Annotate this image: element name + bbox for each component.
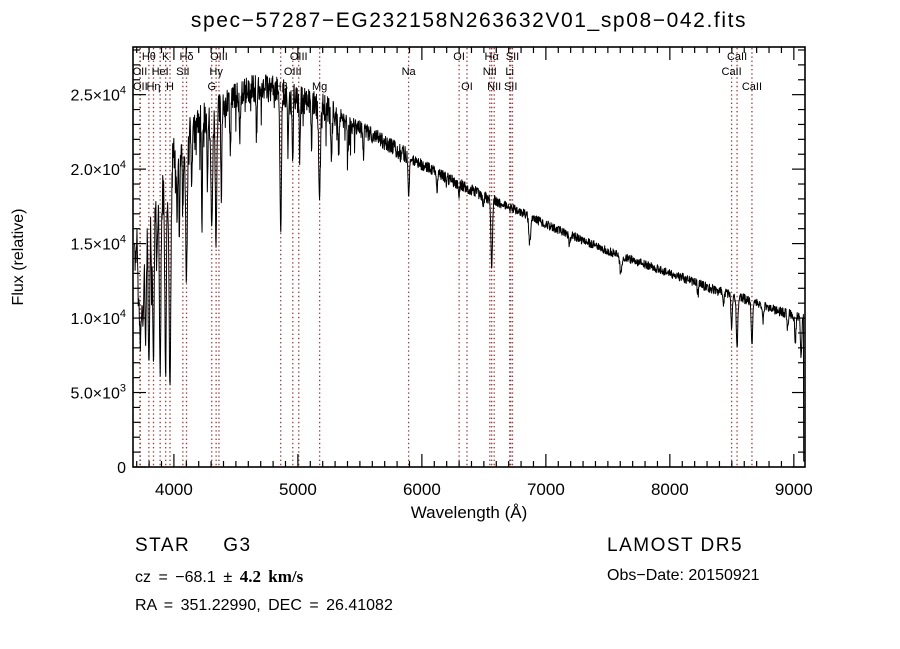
spectral-line-label: Hγ (209, 66, 223, 78)
y-tick-label: 2.0×104 (70, 159, 126, 179)
spectral-line-label: OII (133, 81, 148, 93)
spectral-line-label: H (166, 81, 174, 93)
spectral-line-label: K (162, 51, 170, 63)
ra-dec-coordinates: RA = 351.22990, DEC = 26.41082 (135, 597, 393, 614)
spectrum-title: spec−57287−EG232158N263632V01_sp08−042.f… (190, 9, 748, 32)
spectral-line-label: SII (504, 81, 517, 93)
spectral-line-label: OI (453, 51, 465, 63)
cz-value: cz = −68.1 (135, 569, 224, 586)
spectral-line-label: G (207, 81, 216, 93)
y-tick-label: 0 (117, 460, 126, 477)
spectral-line-label: Hη (146, 81, 160, 93)
y-tick-label: 2.5×104 (70, 85, 126, 105)
spectral-line-label: Li (505, 66, 514, 78)
object-class: STAR (135, 535, 191, 556)
spectral-line-label: SII (176, 66, 189, 78)
spectral-line-label: Hδ (179, 51, 193, 63)
spectral-line-label: Hθ (142, 51, 156, 63)
spectral-line-label: OIII (290, 51, 308, 63)
spectral-line-label: Na (402, 66, 417, 78)
plot-frame (132, 46, 806, 468)
spectral-line-label: OIII (210, 51, 228, 63)
spectral-line-label: NII (487, 81, 501, 93)
x-axis-title: Wavelength (Å) (410, 503, 528, 522)
x-tick-label: 4000 (155, 480, 193, 499)
x-tick-label: 8000 (651, 480, 689, 499)
x-tick-label: 6000 (403, 480, 441, 499)
spectral-line-label: HeI (152, 66, 169, 78)
object-classification: STAR G3 (135, 535, 252, 557)
spectral-line-label: OI (461, 81, 473, 93)
spectral-line-label: CaII (742, 81, 762, 93)
y-axis-title: Flux (relative) (10, 208, 27, 306)
x-tick-label: 9000 (775, 480, 813, 499)
spectral-line-label: CaII (727, 51, 747, 63)
y-tick-label: 1.0×104 (70, 308, 126, 328)
y-tick-label: 5.0×103 (70, 383, 126, 403)
cz-error: ± 4.2 km/s (223, 567, 304, 586)
spectral-line-label: OIII (284, 66, 302, 78)
spectral-line-label: Hα (485, 51, 500, 63)
spectral-line-label: Mg (312, 81, 327, 93)
spectral-line-label: SII (506, 51, 519, 63)
spectrum-trace (133, 74, 806, 462)
x-tick-label: 7000 (527, 480, 565, 499)
y-tick-label: 1.5×104 (70, 234, 126, 254)
observation-date: Obs−Date: 20150921 (607, 567, 760, 584)
x-tick-label: 5000 (279, 480, 317, 499)
survey-release: LAMOST DR5 (607, 535, 744, 556)
radial-velocity: cz = −68.1 ± 4.2 km/s (135, 567, 303, 587)
spectral-line-label: CaII (722, 66, 742, 78)
object-subclass: G3 (223, 535, 252, 556)
spectral-line-label: NII (483, 66, 497, 78)
spectral-line-label: OII (133, 66, 148, 78)
